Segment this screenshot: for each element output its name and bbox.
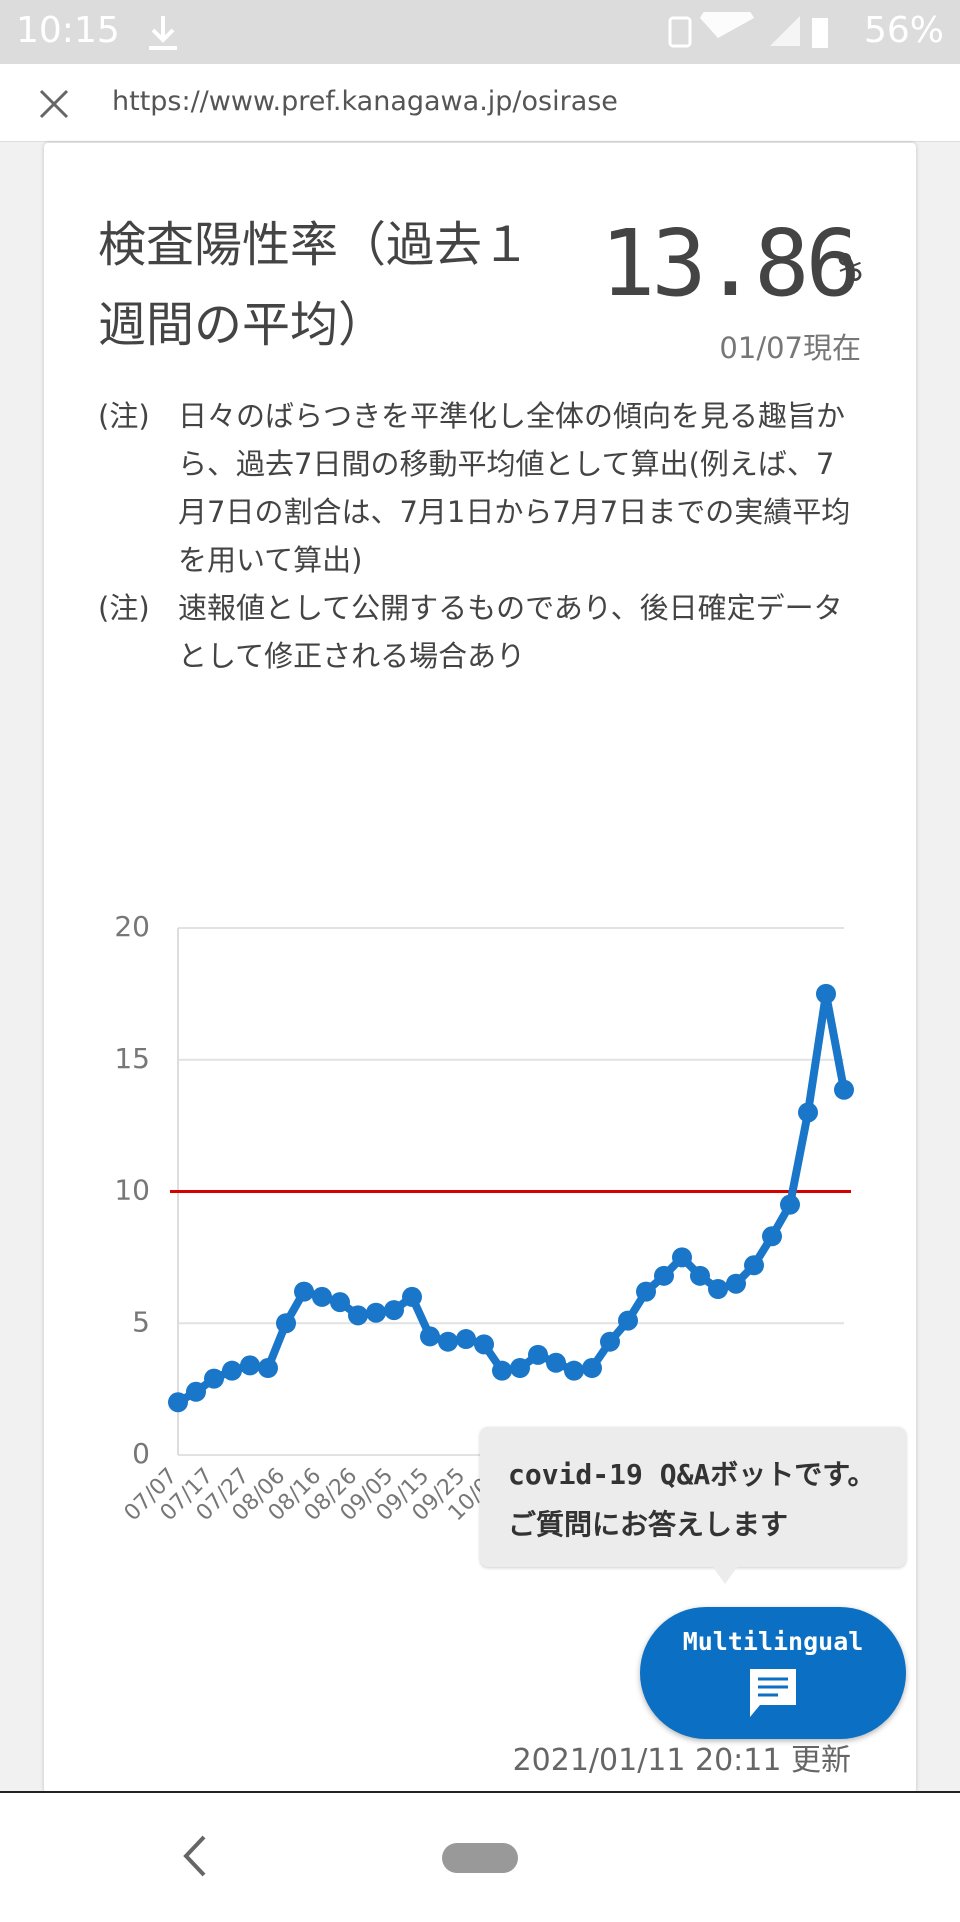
point (186, 1381, 206, 1402)
note-label: (注) (98, 591, 150, 625)
note: (注) 速報値として公開するものであり、後日確定データとして修正される場合あり (98, 584, 858, 680)
url[interactable]: https://www.pref.kanagawa.jp/osirase (112, 86, 618, 117)
point (366, 1302, 386, 1323)
line (175, 989, 848, 1406)
chat-icon (750, 1669, 796, 1717)
point (672, 1247, 692, 1268)
download-icon (149, 16, 177, 50)
point (600, 1331, 620, 1352)
updated-time: 2021/01/11 20:11 更新 (512, 1743, 851, 1778)
y-tick-label: 20 (114, 910, 150, 943)
point (240, 1355, 260, 1376)
note-text: 日々のばらつきを平準化し全体の傾向を見る趣旨から、過去7日間の移動平均値として算… (178, 399, 851, 577)
point (636, 1281, 656, 1302)
home-button[interactable] (442, 1843, 518, 1873)
battery: 56% (863, 10, 944, 51)
multilingual-button[interactable]: Multilingual (640, 1607, 906, 1739)
note: (注) 日々のばらつきを平準化し全体の傾向を見る趣旨から、過去7日間の移動平均値… (98, 392, 858, 584)
note-text: 速報値として公開するものであり、後日確定データとして修正される場合あり (178, 591, 843, 673)
point (492, 1360, 512, 1381)
note-label: (注) (98, 399, 150, 433)
button-label: Multilingual (682, 1627, 864, 1656)
point (528, 1344, 548, 1365)
back-button[interactable] (180, 1833, 210, 1879)
point (834, 1079, 854, 1100)
as-of-date: 01/07現在 (719, 331, 861, 365)
status-icons (668, 12, 828, 48)
url-bar: https://www.pref.kanagawa.jp/osirase (0, 64, 960, 142)
y-tick-label: 5 (132, 1305, 150, 1338)
point (204, 1368, 224, 1389)
point (798, 1102, 818, 1123)
point (726, 1273, 746, 1294)
point (294, 1281, 314, 1302)
point (690, 1265, 710, 1286)
point (438, 1331, 458, 1352)
point (816, 983, 836, 1004)
point (222, 1360, 242, 1381)
point (384, 1300, 404, 1321)
bubble-tail (712, 1566, 738, 1584)
point (402, 1286, 422, 1307)
point (510, 1358, 530, 1379)
unit: % (838, 245, 863, 291)
point (258, 1358, 278, 1379)
point (456, 1329, 476, 1350)
y-tick-label: 10 (114, 1174, 150, 1207)
point (654, 1265, 674, 1286)
card-title: 検査陽性率（過去１週間の平均） (98, 217, 531, 353)
point (420, 1326, 440, 1347)
point (546, 1352, 566, 1373)
point (276, 1313, 296, 1334)
nav-bar (0, 1791, 960, 1922)
chart: 0510152007/0707/1707/2708/0608/1608/2609… (114, 910, 854, 1526)
y-tick-label: 15 (114, 1042, 150, 1075)
clock: 10:15 (16, 10, 120, 51)
point (312, 1286, 332, 1307)
status-bar: 10:15 56% (0, 0, 960, 64)
y-tick-label: 0 (132, 1437, 150, 1470)
value: 13.86 (600, 210, 861, 317)
point (618, 1310, 638, 1331)
point (330, 1292, 350, 1313)
point (348, 1305, 368, 1326)
point (744, 1255, 764, 1276)
point (762, 1226, 782, 1247)
point (708, 1278, 728, 1299)
point (582, 1358, 602, 1379)
point (564, 1360, 584, 1381)
chatbot-bubble[interactable]: covid-19 Q&Aボットです。 ご質問にお答えします (480, 1427, 906, 1567)
chatbot-message: ご質問にお答えします (508, 1508, 789, 1541)
point (474, 1334, 494, 1355)
point (780, 1194, 800, 1215)
point (168, 1392, 188, 1413)
close-button[interactable] (38, 88, 70, 120)
chatbot-message: covid-19 Q&Aボットです。 (508, 1458, 876, 1491)
